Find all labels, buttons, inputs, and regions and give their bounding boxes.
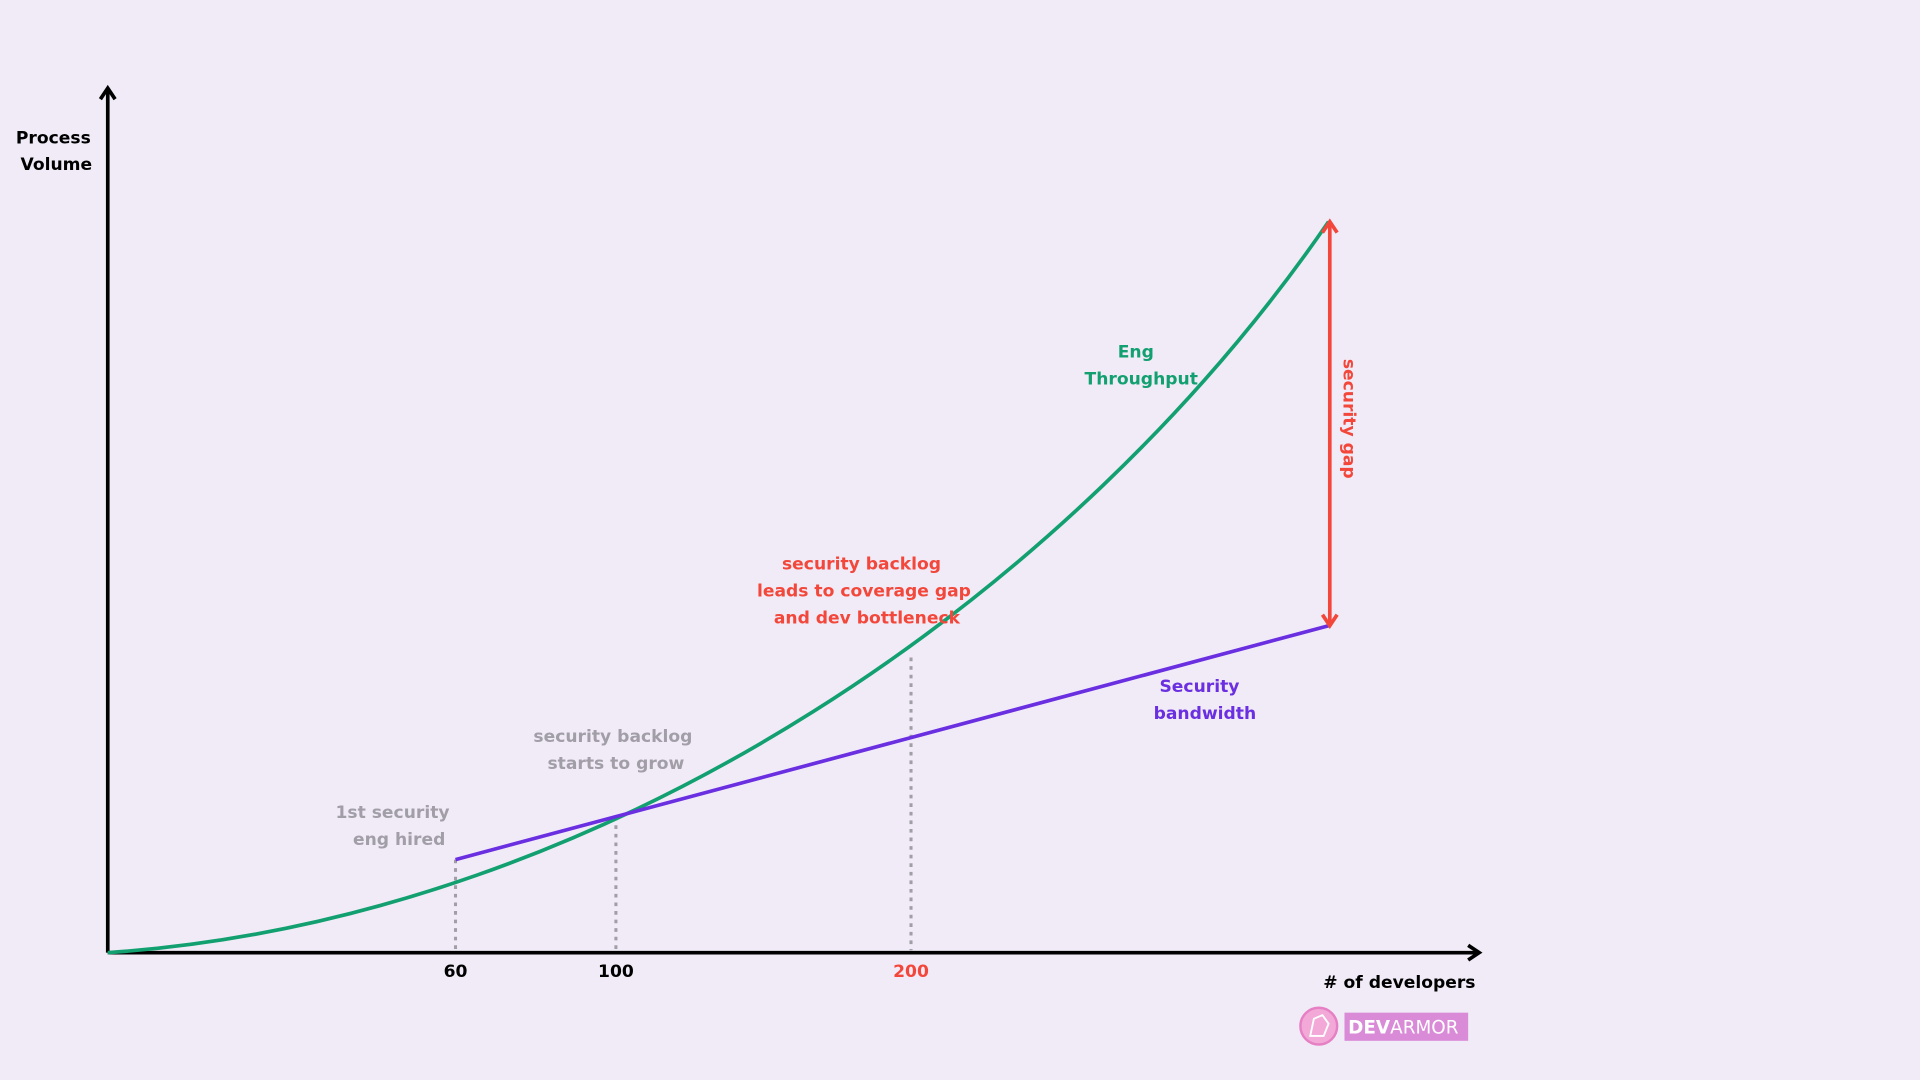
label-line: security backlog bbox=[533, 727, 692, 747]
x-axis-label: # of developers bbox=[1323, 973, 1475, 993]
x-tick-label: 100 bbox=[598, 962, 634, 982]
gap-arrow-head bbox=[1320, 218, 1339, 234]
annotation-hired: 1st security eng hired bbox=[335, 803, 455, 850]
label-line: security backlog bbox=[782, 554, 941, 574]
label-line: starts to grow bbox=[547, 754, 684, 774]
logo-bold: DEV bbox=[1348, 1017, 1391, 1038]
y-axis-label: Process Volume bbox=[16, 128, 97, 175]
label-line: and dev bottleneck bbox=[774, 608, 961, 628]
label-line: Volume bbox=[21, 155, 93, 175]
annotation-backlog-gap: security backlog leads to coverage gap a… bbox=[757, 554, 977, 628]
logo-text: DEVARMOR bbox=[1348, 1017, 1459, 1038]
logo-box bbox=[1344, 1012, 1469, 1041]
x-axis-arrow bbox=[1467, 943, 1483, 962]
logo: DEVARMOR bbox=[1299, 1006, 1469, 1046]
x-tick-label: 60 bbox=[444, 962, 468, 982]
label-line: leads to coverage gap bbox=[757, 581, 971, 601]
throughput-curve bbox=[107, 220, 1331, 955]
gap-arrow-head bbox=[1320, 613, 1339, 630]
logo-light: ARMOR bbox=[1390, 1017, 1459, 1038]
label-line: Security bbox=[1159, 677, 1239, 697]
gap-label: security gap bbox=[1338, 359, 1358, 479]
throughput-label: Eng Throughput bbox=[1085, 343, 1198, 390]
guides bbox=[453, 657, 913, 951]
bandwidth-line bbox=[455, 623, 1330, 862]
gap-arrow bbox=[1320, 218, 1339, 630]
y-axis-arrow bbox=[98, 84, 117, 101]
label-line: Throughput bbox=[1085, 369, 1198, 389]
label-line: 1st security bbox=[335, 803, 449, 823]
annotation-backlog-grows: security backlog starts to grow bbox=[533, 727, 698, 774]
label-line: Eng bbox=[1118, 343, 1154, 363]
x-tick-label: 200 bbox=[893, 962, 929, 982]
label-line: eng hired bbox=[353, 830, 445, 850]
logo-icon-mark bbox=[1309, 1013, 1330, 1037]
label-line: bandwidth bbox=[1154, 704, 1257, 724]
bandwidth-label: Security bandwidth bbox=[1154, 677, 1257, 724]
label-line: Process bbox=[16, 128, 91, 148]
logo-icon bbox=[1299, 1006, 1339, 1046]
